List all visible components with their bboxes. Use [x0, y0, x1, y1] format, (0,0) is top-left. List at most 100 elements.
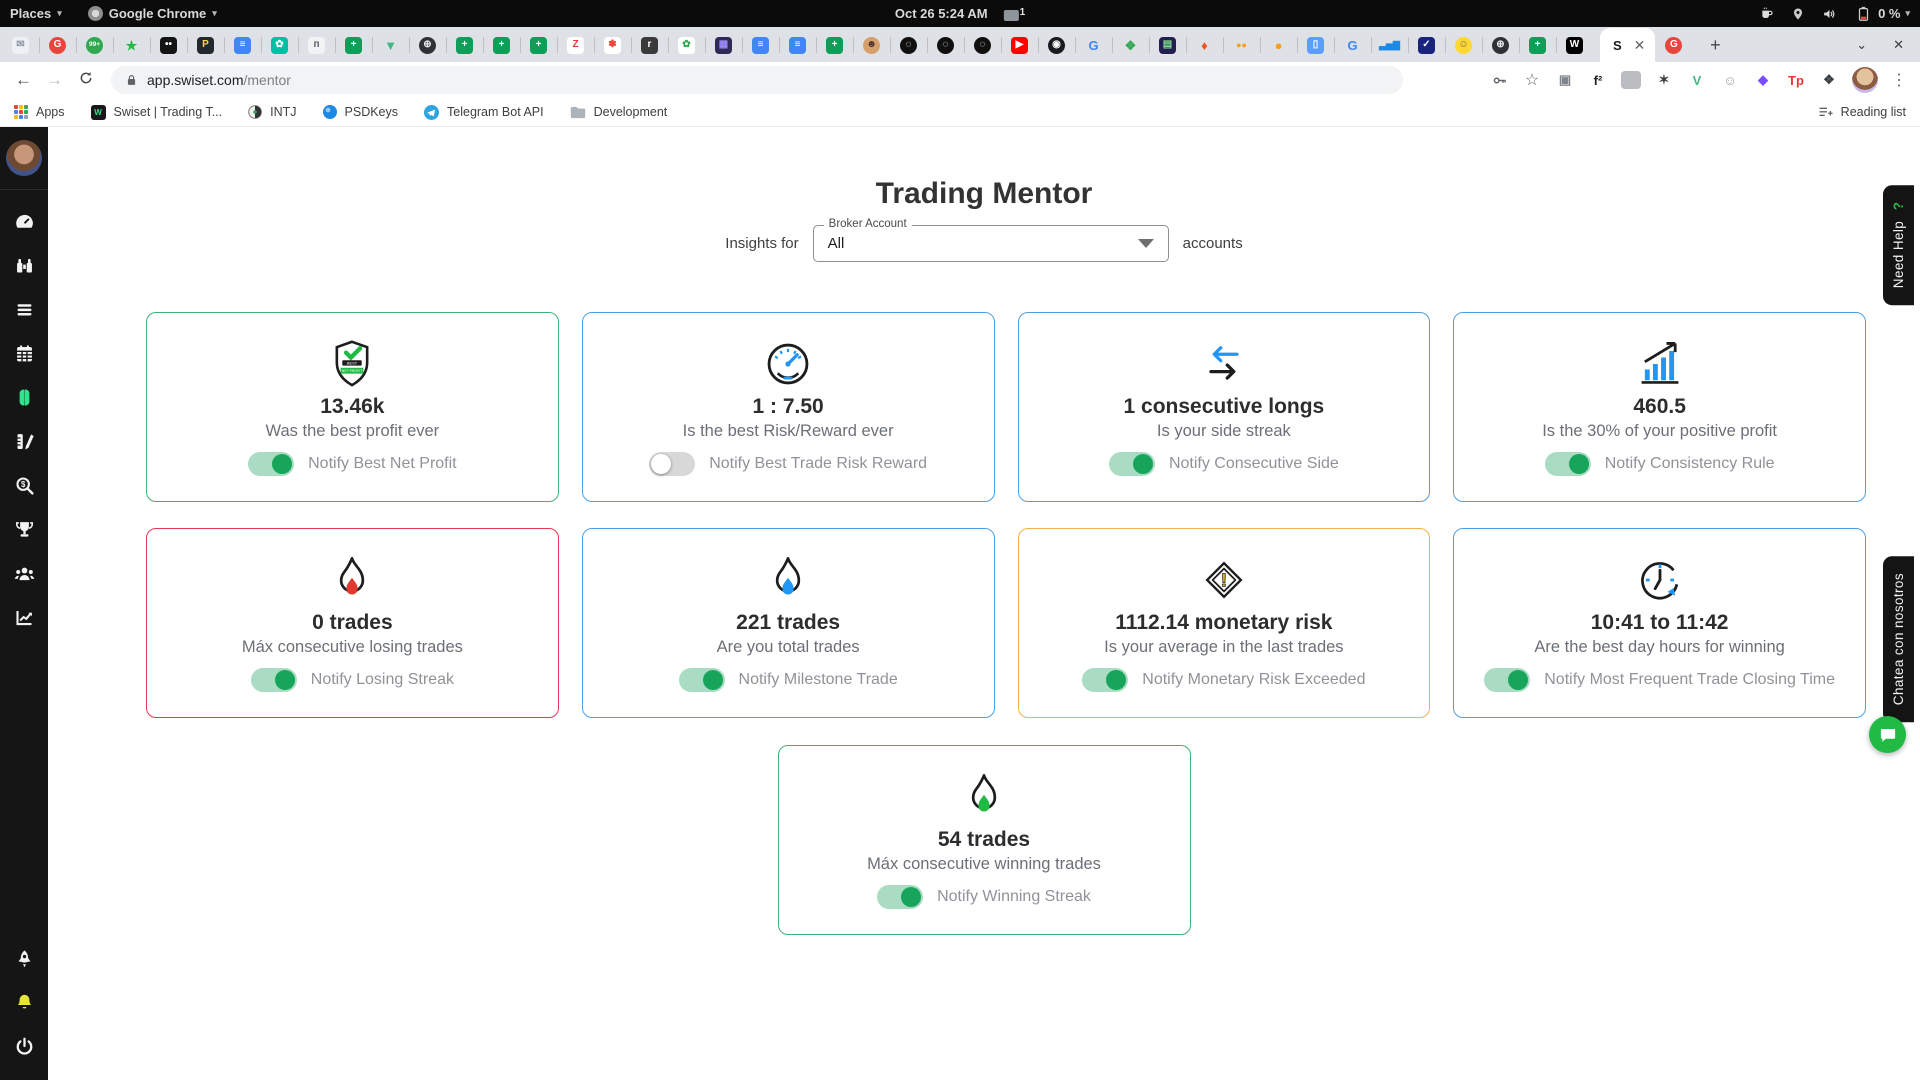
pinned-tab[interactable]: ▯ — [1297, 28, 1334, 62]
pinned-tab[interactable]: ✽ — [594, 28, 631, 62]
sidebar-item-list[interactable] — [0, 287, 48, 331]
pinned-tab[interactable]: ⊕ — [1482, 28, 1519, 62]
broker-account-select[interactable]: Broker Account All — [812, 218, 1169, 262]
sidebar-item-power[interactable] — [0, 1024, 48, 1068]
pinned-tab[interactable]: 99+ — [76, 28, 113, 62]
browser-menu-icon[interactable]: ⋮ — [1891, 72, 1908, 89]
pinned-tab[interactable]: P — [187, 28, 224, 62]
gray-extension-icon[interactable] — [1621, 71, 1641, 89]
screen-card-icon[interactable]: ▣ — [1558, 72, 1572, 87]
pinned-tab[interactable]: ▼ — [372, 28, 409, 62]
notify-toggle[interactable] — [877, 885, 924, 909]
chat-with-us-tab[interactable]: Chatea con nosotros — [1883, 556, 1914, 723]
pinned-tab[interactable]: ◌ — [964, 28, 1001, 62]
places-menu[interactable]: Places ▾ — [10, 6, 62, 21]
pinned-tab[interactable]: ≡ — [742, 28, 779, 62]
pinned-tab[interactable]: ▤ — [1149, 28, 1186, 62]
pinned-tab[interactable]: ☺ — [1445, 28, 1482, 62]
tab-close-icon[interactable]: ✕ — [1633, 37, 1646, 53]
active-tab-swiset[interactable]: S ✕ — [1600, 28, 1656, 62]
pinned-tab[interactable]: ▃▅▇ — [1371, 28, 1408, 62]
pinned-tab[interactable]: ●● — [1223, 28, 1260, 62]
pinned-tab[interactable]: •• — [150, 28, 187, 62]
chat-launcher-button[interactable] — [1869, 716, 1906, 753]
sidebar-item-users[interactable] — [0, 551, 48, 595]
coffee-mug-icon[interactable] — [1759, 6, 1775, 22]
pinned-tab[interactable]: W — [1556, 28, 1593, 62]
pinned-tab[interactable]: ❖ — [1112, 28, 1149, 62]
pinned-tab[interactable]: ⊕ — [409, 28, 446, 62]
window-close-icon[interactable]: ✕ — [1893, 36, 1904, 52]
pinned-tab[interactable]: G — [1075, 28, 1112, 62]
sidebar-item-bell[interactable] — [0, 980, 48, 1024]
pinned-tab[interactable]: п — [298, 28, 335, 62]
pinned-tab[interactable]: r — [631, 28, 668, 62]
pinned-tab[interactable]: Z — [557, 28, 594, 62]
pinned-tab[interactable]: ✿ — [668, 28, 705, 62]
pinned-tab[interactable]: ◌ — [890, 28, 927, 62]
purple-diamond-icon[interactable]: ◆ — [1758, 72, 1768, 87]
bookmark-intj[interactable]: INTJ — [248, 105, 297, 119]
password-key-icon[interactable] — [1489, 70, 1509, 90]
pinned-tab[interactable]: ≡ — [224, 28, 261, 62]
bookmark-development[interactable]: Development — [570, 105, 667, 119]
pinned-tab[interactable]: ✉ — [2, 28, 39, 62]
reading-list-button[interactable]: Reading list — [1818, 105, 1906, 120]
bookmark-star-icon[interactable]: ☆ — [1524, 72, 1540, 89]
location-pin-icon[interactable] — [1791, 6, 1805, 22]
sidebar-item-brain[interactable] — [0, 375, 48, 419]
pinned-tab[interactable]: ✓ — [1408, 28, 1445, 62]
profile-avatar[interactable] — [1852, 67, 1878, 93]
sidebar-item-rocket[interactable] — [0, 936, 48, 980]
pinned-tab[interactable]: + — [335, 28, 372, 62]
pinned-tab[interactable]: + — [520, 28, 557, 62]
pinned-tab[interactable]: + — [1519, 28, 1556, 62]
notify-toggle[interactable] — [649, 452, 696, 476]
pinned-tab[interactable]: ★ — [113, 28, 150, 62]
volume-icon[interactable] — [1821, 6, 1838, 22]
puzzle-extension-icon[interactable]: ❖ — [1823, 72, 1835, 87]
bookmark-telegram-bot-api[interactable]: Telegram Bot API — [424, 104, 544, 120]
sidebar-item-binoculars[interactable] — [0, 243, 48, 287]
notify-toggle[interactable] — [248, 452, 295, 476]
bookmark-psdkeys[interactable]: PSDKeys — [322, 105, 398, 119]
notify-toggle[interactable] — [678, 668, 725, 692]
address-bar[interactable]: app.swiset.com/mentor — [111, 66, 1403, 94]
need-help-tab[interactable]: Need Help ? — [1883, 185, 1914, 306]
notify-toggle[interactable] — [250, 668, 297, 692]
notify-toggle[interactable] — [1082, 668, 1129, 692]
back-button[interactable]: ← — [15, 70, 32, 89]
pinned-tab[interactable]: + — [446, 28, 483, 62]
pinned-tab[interactable]: ◌ — [927, 28, 964, 62]
clock[interactable]: Oct 26 5:24 AM — [894, 6, 988, 21]
pinned-tab[interactable]: G — [1334, 28, 1371, 62]
forward-button[interactable]: → — [46, 70, 63, 89]
bookmark-swiset-trading-t[interactable]: W Swiset | Trading T... — [90, 104, 222, 120]
pinned-tab[interactable]: ▦ — [705, 28, 742, 62]
bookmark-apps[interactable]: Apps — [14, 105, 65, 119]
notify-toggle[interactable] — [1484, 668, 1531, 692]
app-menu[interactable]: Google Chrome ▾ — [87, 6, 217, 21]
pinned-tab[interactable]: G — [39, 28, 76, 62]
sidebar-item-chart-line[interactable] — [0, 595, 48, 639]
f2-icon[interactable]: f² — [1593, 72, 1603, 88]
sidebar-item-design-tools[interactable] — [0, 419, 48, 463]
user-avatar[interactable] — [6, 140, 42, 176]
pinned-tab[interactable]: ▶ — [1001, 28, 1038, 62]
notify-toggle[interactable] — [1544, 452, 1591, 476]
battery-indicator[interactable]: 0 % ▾ — [1854, 6, 1910, 22]
claw-icon[interactable]: ✶ — [1658, 72, 1670, 87]
pinned-tab[interactable]: ● — [1260, 28, 1297, 62]
sidebar-item-search-dollar[interactable]: $ — [0, 463, 48, 507]
vue-devtools-icon[interactable]: V — [1692, 72, 1702, 88]
reload-button[interactable] — [72, 70, 99, 91]
pinned-tab[interactable]: ◉ — [1038, 28, 1075, 62]
keyboard-indicator[interactable]: 1 — [1003, 7, 1025, 21]
pinned-tab[interactable]: ✿ — [261, 28, 298, 62]
pinned-tab[interactable]: ♦ — [1186, 28, 1223, 62]
pinned-tab[interactable]: ☻ — [853, 28, 890, 62]
sidebar-item-trophy[interactable] — [0, 507, 48, 551]
pinned-tab[interactable]: G — [1655, 28, 1692, 62]
sidebar-item-calendar[interactable] — [0, 331, 48, 375]
pinned-tab[interactable]: ≡ — [779, 28, 816, 62]
